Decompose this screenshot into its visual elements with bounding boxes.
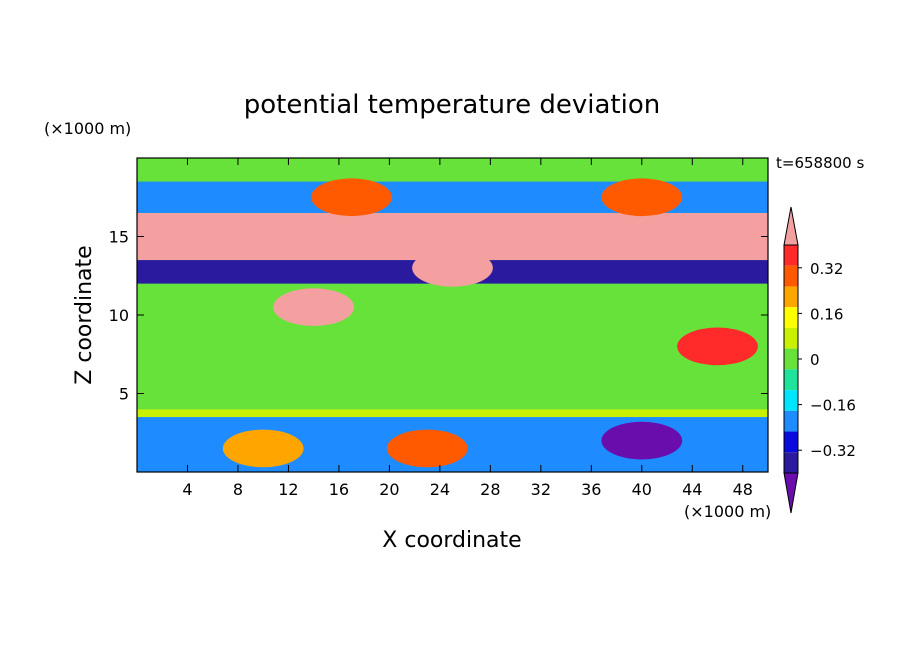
- x-tick-label: 12: [278, 480, 298, 499]
- field-feature: [273, 288, 355, 326]
- x-tick-label: 24: [430, 480, 450, 499]
- field-feature: [386, 429, 468, 468]
- colorbar: 0.32 0.16 0 −0.16 −0.32: [783, 206, 856, 514]
- field-feature: [412, 249, 493, 287]
- colorbar-tick-label: 0.32: [810, 260, 843, 278]
- colorbar-segment: [784, 348, 798, 370]
- field-feature: [677, 327, 758, 366]
- colorbar-segment: [784, 431, 798, 453]
- colorbar-segment: [784, 369, 798, 391]
- field-band: [137, 409, 768, 418]
- colorbar-segment: [784, 452, 798, 473]
- colorbar-segment: [784, 286, 798, 308]
- colorbar-tick-label: 0.16: [810, 305, 843, 323]
- x-tick-label: 20: [379, 480, 399, 499]
- field-feature: [311, 178, 392, 217]
- x-unit-label: (×1000 m): [684, 502, 771, 521]
- x-tick-label: 28: [480, 480, 500, 499]
- colorbar-segment: [784, 390, 798, 411]
- chart-title: potential temperature deviation: [244, 90, 660, 120]
- x-tick-label: 48: [733, 480, 753, 499]
- x-tick-label: 16: [329, 480, 349, 499]
- field-feature: [222, 429, 304, 468]
- y-axis-title: Z coordinate: [72, 245, 97, 384]
- x-tick-label: 4: [182, 480, 192, 499]
- x-tick-label: 36: [581, 480, 601, 499]
- x-tick-label: 32: [531, 480, 551, 499]
- x-axis-title: X coordinate: [382, 528, 521, 553]
- colorbar-segment: [784, 307, 798, 328]
- x-tick-label: 44: [682, 480, 702, 499]
- y-tick-label: 5: [119, 385, 129, 404]
- colorbar-segment: [784, 265, 798, 287]
- x-tick-label: 8: [233, 480, 243, 499]
- colorbar-segment: [784, 327, 798, 349]
- y-axis-ticks: 5 10 15: [109, 228, 768, 404]
- field-feature: [601, 178, 683, 217]
- x-axis-ticks: 4 8 12 16 20 24 28 32 36 40 44 48: [182, 158, 753, 499]
- colorbar-tick-label: −0.16: [810, 397, 856, 415]
- colorbar-tick-label: 0: [810, 351, 820, 369]
- colorbar-segment: [784, 410, 798, 432]
- field-band: [137, 283, 768, 410]
- y-tick-label: 15: [109, 228, 129, 247]
- field-feature: [601, 421, 683, 460]
- colorbar-extend-bottom: [783, 472, 799, 514]
- time-label: t=658800 s: [776, 154, 864, 172]
- field-band: [137, 158, 768, 182]
- colorbar-extend-top: [783, 206, 799, 246]
- y-unit-label: (×1000 m): [44, 119, 131, 138]
- colorbar-tick-label: −0.32: [810, 442, 856, 460]
- x-tick-label: 40: [632, 480, 652, 499]
- y-tick-label: 10: [109, 306, 129, 325]
- contour-field: [137, 158, 768, 472]
- colorbar-segment: [784, 245, 798, 266]
